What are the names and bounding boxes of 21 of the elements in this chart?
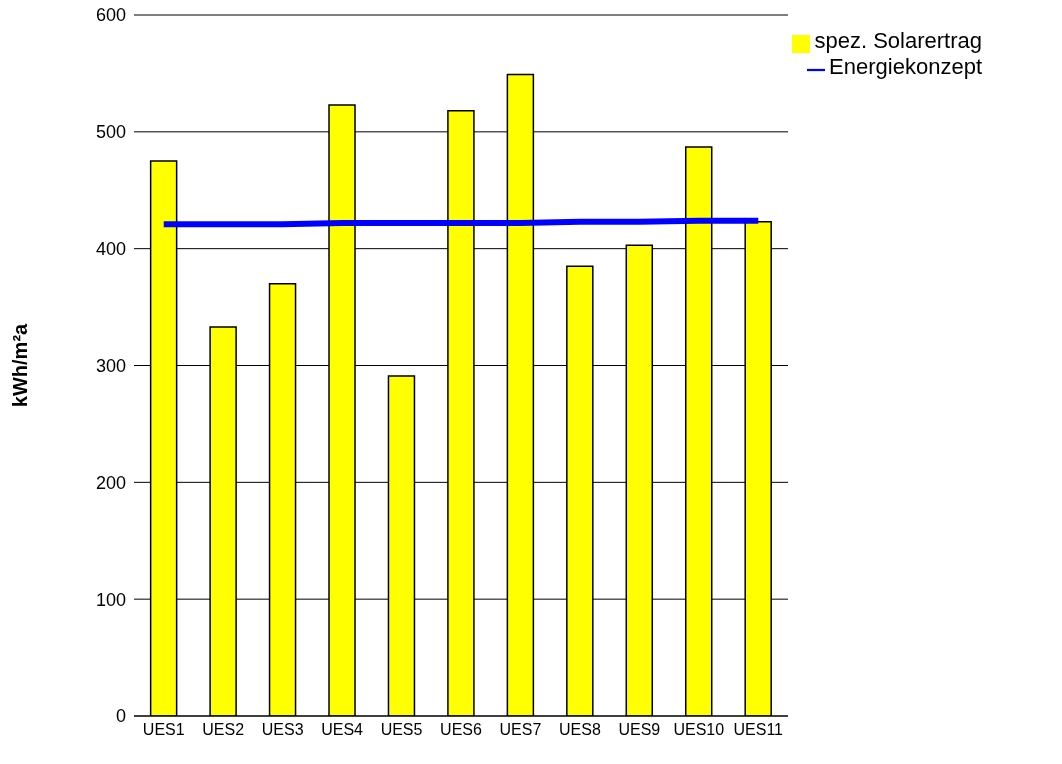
x-tick-label: UES11 [733,721,784,739]
x-tick-label: UES9 [618,721,661,739]
y-tick-label: 200 [95,472,126,493]
y-axis-title: kWh/m²a [9,322,32,408]
x-tick-label: UES3 [261,721,304,739]
y-tick-label: 400 [95,239,126,260]
x-tick-label: UES1 [142,721,185,739]
x-tick-label: UES5 [380,721,423,739]
x-tick-label: UES6 [440,721,482,739]
y-tick-label: 100 [95,589,126,610]
x-tick-label: UES4 [321,721,364,739]
x-tick-label: UES7 [499,721,542,739]
y-tick-label: 500 [95,122,126,143]
legend-label: Energiekonzept [829,54,982,79]
x-tick-label: UES8 [559,721,601,739]
x-tick-label: UES10 [673,721,725,739]
y-tick-label: 600 [95,5,126,26]
y-tick-label: 300 [95,355,126,376]
y-tick-label: 0 [115,706,126,727]
x-tick-label: UES2 [202,721,245,739]
legend-label: spez. Solarertrag [814,28,982,53]
